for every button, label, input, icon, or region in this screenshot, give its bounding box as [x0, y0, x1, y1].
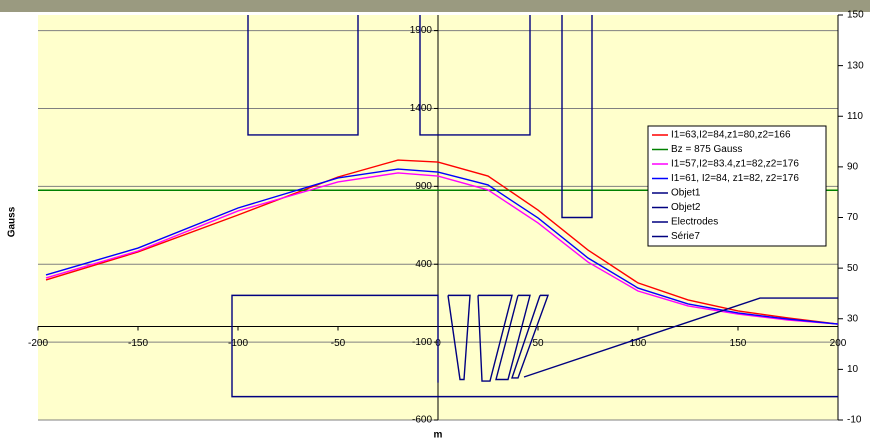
legend-label: Bz = 875 Gauss	[671, 144, 742, 155]
x-tick-label: 150	[730, 338, 747, 349]
y2-tick-label: 70	[847, 212, 859, 223]
y2-tick-label: 50	[847, 263, 859, 274]
y2-tick-label: 90	[847, 162, 859, 173]
y-tick-label: 1900	[410, 25, 433, 36]
legend-label: Electrodes	[671, 217, 718, 228]
x-tick-label: 50	[532, 338, 544, 349]
y-axis-label: Gauss	[7, 206, 18, 237]
legend-label: I1=63,I2=84,z1=80,z2=166	[671, 130, 791, 141]
legend-label: Série7	[671, 231, 700, 242]
x-tick-label: -50	[331, 338, 346, 349]
y2-tick-label: 30	[847, 313, 859, 324]
chart: Gauss m -600-10040090014001900-200-150-1…	[0, 0, 870, 446]
x-tick-label: -150	[128, 338, 148, 349]
y-tick-label: 1400	[410, 103, 433, 114]
y2-tick-label: -10	[847, 415, 862, 426]
legend-label: Objet2	[671, 202, 701, 213]
y2-tick-label: 150	[847, 10, 864, 21]
y-tick-label: 400	[415, 259, 432, 270]
legend-label: I1=57,I2=83.4,z1=82,z2=176	[671, 159, 799, 170]
x-tick-label: -100	[228, 338, 248, 349]
top-strip	[0, 0, 870, 12]
legend-label: I1=61, I2=84, z1=82, z2=176	[671, 173, 799, 184]
legend-label: Objet1	[671, 188, 701, 199]
y-tick-label: -100	[412, 337, 432, 348]
y2-tick-label: 10	[847, 364, 859, 375]
legend: I1=63,I2=84,z1=80,z2=166 Bz = 875 Gauss I1…	[648, 126, 826, 246]
y2-tick-label: 130	[847, 60, 864, 71]
x-axis-label: m	[434, 430, 443, 441]
x-tick-label: 100	[630, 338, 647, 349]
y-tick-label: -600	[412, 415, 432, 426]
y2-tick-label: 110	[847, 111, 863, 122]
x-tick-label: -200	[28, 338, 48, 349]
